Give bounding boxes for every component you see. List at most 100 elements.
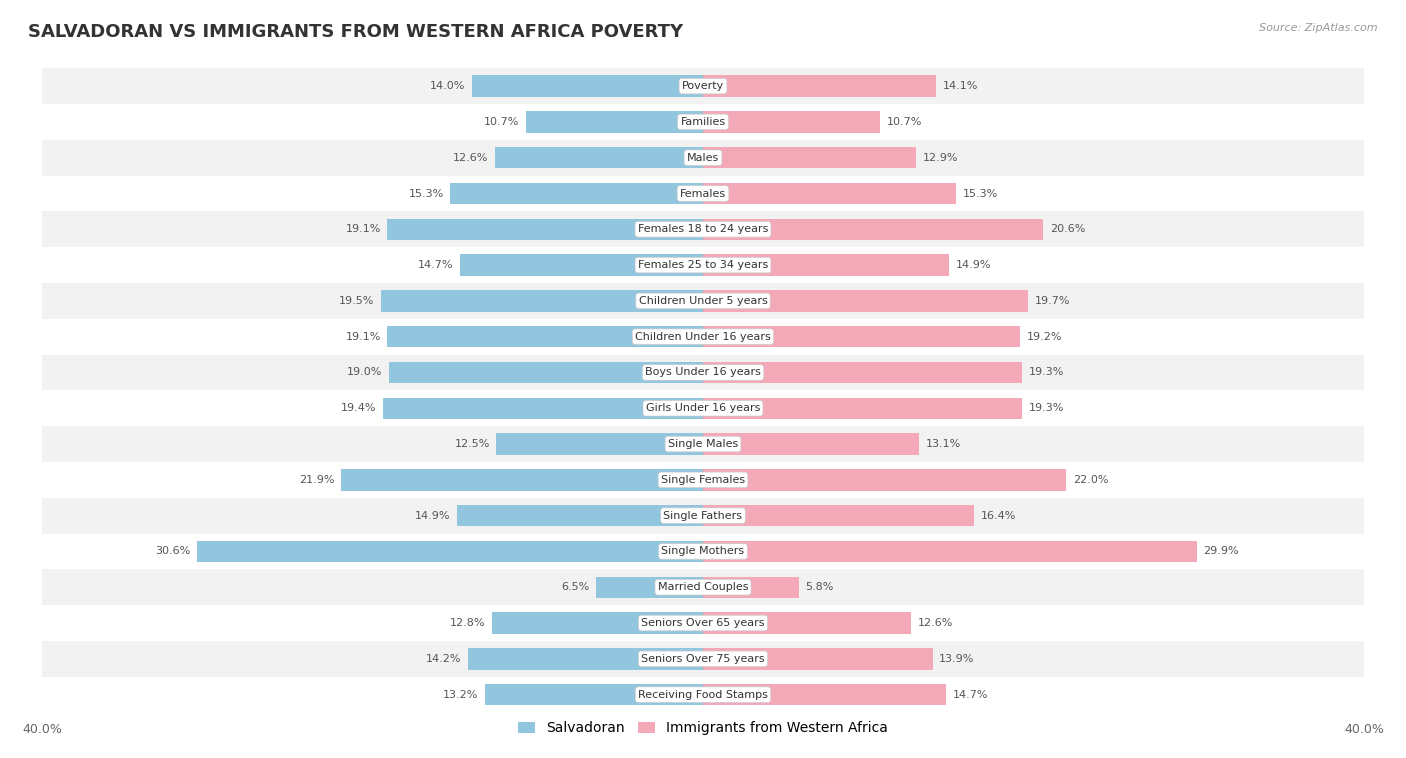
Text: 30.6%: 30.6% bbox=[156, 547, 191, 556]
Text: SALVADORAN VS IMMIGRANTS FROM WESTERN AFRICA POVERTY: SALVADORAN VS IMMIGRANTS FROM WESTERN AF… bbox=[28, 23, 683, 41]
Bar bbox=[526, 111, 703, 133]
Text: 29.9%: 29.9% bbox=[1204, 547, 1239, 556]
Bar bbox=[450, 183, 703, 204]
Text: Single Fathers: Single Fathers bbox=[664, 511, 742, 521]
Bar bbox=[596, 577, 703, 598]
Text: 13.1%: 13.1% bbox=[927, 439, 962, 449]
Bar bbox=[42, 355, 1364, 390]
Text: 13.2%: 13.2% bbox=[443, 690, 478, 700]
Text: 15.3%: 15.3% bbox=[408, 189, 444, 199]
Bar bbox=[703, 469, 1066, 490]
Bar bbox=[42, 319, 1364, 355]
Bar bbox=[342, 469, 703, 490]
Bar bbox=[471, 75, 703, 97]
Text: 19.2%: 19.2% bbox=[1026, 332, 1063, 342]
Bar bbox=[703, 255, 949, 276]
Bar bbox=[703, 434, 920, 455]
Text: Married Couples: Married Couples bbox=[658, 582, 748, 592]
Bar bbox=[703, 612, 911, 634]
Text: 22.0%: 22.0% bbox=[1073, 475, 1108, 485]
Text: Receiving Food Stamps: Receiving Food Stamps bbox=[638, 690, 768, 700]
Bar bbox=[496, 434, 703, 455]
Text: 15.3%: 15.3% bbox=[962, 189, 998, 199]
Bar bbox=[42, 68, 1364, 104]
Bar bbox=[382, 397, 703, 419]
Bar bbox=[457, 505, 703, 526]
Text: Males: Males bbox=[688, 152, 718, 163]
Bar bbox=[42, 247, 1364, 283]
Text: 12.5%: 12.5% bbox=[454, 439, 489, 449]
Bar bbox=[460, 255, 703, 276]
Text: 19.0%: 19.0% bbox=[347, 368, 382, 377]
Text: Single Mothers: Single Mothers bbox=[661, 547, 745, 556]
Bar bbox=[42, 641, 1364, 677]
Text: 5.8%: 5.8% bbox=[806, 582, 834, 592]
Text: Children Under 16 years: Children Under 16 years bbox=[636, 332, 770, 342]
Text: Females 25 to 34 years: Females 25 to 34 years bbox=[638, 260, 768, 270]
Text: 12.9%: 12.9% bbox=[922, 152, 959, 163]
Text: Seniors Over 65 years: Seniors Over 65 years bbox=[641, 618, 765, 628]
Text: 19.5%: 19.5% bbox=[339, 296, 374, 306]
Bar bbox=[703, 147, 917, 168]
Bar bbox=[468, 648, 703, 669]
Bar bbox=[42, 104, 1364, 139]
Text: 14.0%: 14.0% bbox=[430, 81, 465, 91]
Bar bbox=[42, 211, 1364, 247]
Text: 10.7%: 10.7% bbox=[886, 117, 922, 127]
Text: Seniors Over 75 years: Seniors Over 75 years bbox=[641, 654, 765, 664]
Bar bbox=[492, 612, 703, 634]
Bar bbox=[388, 326, 703, 347]
Text: 14.7%: 14.7% bbox=[418, 260, 454, 270]
Text: 19.1%: 19.1% bbox=[346, 224, 381, 234]
Text: Boys Under 16 years: Boys Under 16 years bbox=[645, 368, 761, 377]
Text: 12.6%: 12.6% bbox=[918, 618, 953, 628]
Bar bbox=[703, 75, 936, 97]
Bar bbox=[42, 283, 1364, 319]
Text: Poverty: Poverty bbox=[682, 81, 724, 91]
Bar bbox=[703, 648, 932, 669]
Bar bbox=[389, 362, 703, 384]
Bar bbox=[703, 397, 1022, 419]
Bar bbox=[42, 462, 1364, 498]
Bar bbox=[42, 605, 1364, 641]
Text: 19.3%: 19.3% bbox=[1028, 368, 1064, 377]
Bar bbox=[197, 540, 703, 562]
Bar bbox=[42, 569, 1364, 605]
Text: 13.9%: 13.9% bbox=[939, 654, 974, 664]
Text: Females 18 to 24 years: Females 18 to 24 years bbox=[638, 224, 768, 234]
Bar bbox=[703, 183, 956, 204]
Text: 12.6%: 12.6% bbox=[453, 152, 488, 163]
Bar bbox=[703, 684, 946, 706]
Text: 19.3%: 19.3% bbox=[1028, 403, 1064, 413]
Bar bbox=[42, 498, 1364, 534]
Bar bbox=[42, 176, 1364, 211]
Text: 16.4%: 16.4% bbox=[980, 511, 1017, 521]
Bar bbox=[42, 426, 1364, 462]
Text: Source: ZipAtlas.com: Source: ZipAtlas.com bbox=[1260, 23, 1378, 33]
Legend: Salvadoran, Immigrants from Western Africa: Salvadoran, Immigrants from Western Afri… bbox=[512, 716, 894, 741]
Text: 14.1%: 14.1% bbox=[942, 81, 979, 91]
Bar bbox=[703, 290, 1028, 312]
Text: 19.7%: 19.7% bbox=[1035, 296, 1070, 306]
Text: Children Under 5 years: Children Under 5 years bbox=[638, 296, 768, 306]
Bar bbox=[703, 505, 974, 526]
Text: Females: Females bbox=[681, 189, 725, 199]
Text: 19.1%: 19.1% bbox=[346, 332, 381, 342]
Bar bbox=[703, 326, 1021, 347]
Text: 19.4%: 19.4% bbox=[340, 403, 375, 413]
Text: 20.6%: 20.6% bbox=[1050, 224, 1085, 234]
Bar bbox=[495, 147, 703, 168]
Bar bbox=[42, 139, 1364, 176]
Bar bbox=[703, 111, 880, 133]
Bar bbox=[42, 534, 1364, 569]
Bar bbox=[703, 218, 1043, 240]
Bar bbox=[381, 290, 703, 312]
Text: Single Males: Single Males bbox=[668, 439, 738, 449]
Text: 6.5%: 6.5% bbox=[561, 582, 589, 592]
Bar bbox=[703, 362, 1022, 384]
Bar bbox=[703, 577, 799, 598]
Bar bbox=[42, 677, 1364, 713]
Text: 12.8%: 12.8% bbox=[450, 618, 485, 628]
Bar bbox=[388, 218, 703, 240]
Text: Single Females: Single Females bbox=[661, 475, 745, 485]
